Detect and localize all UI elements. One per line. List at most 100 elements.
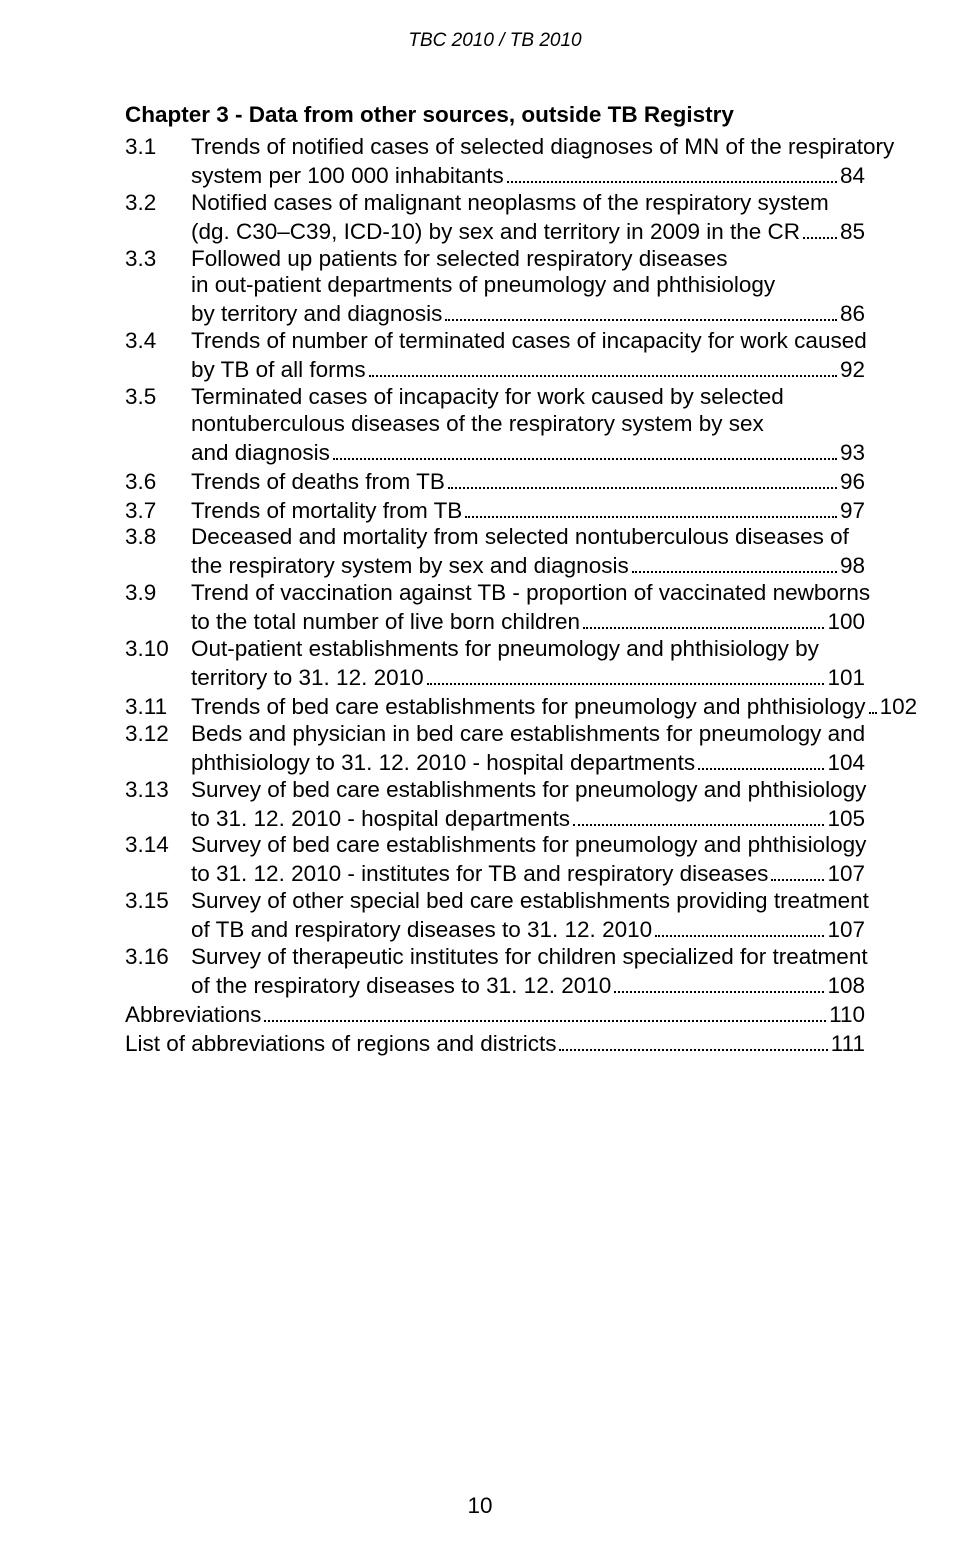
toc-entry: 3.8Deceased and mortality from selected …: [125, 524, 865, 580]
toc-entry-text: Survey of bed care establishments for pn…: [191, 777, 866, 804]
toc-entry-number: 3.16: [125, 944, 191, 971]
toc-entry-text: territory to 31. 12. 2010: [191, 665, 424, 692]
toc-entry-text: to 31. 12. 2010 - hospital departments: [191, 806, 570, 833]
toc-entry-text: phthisiology to 31. 12. 2010 - hospital …: [191, 750, 695, 777]
toc-leader-dots: [448, 466, 837, 488]
toc-entry-page: 98: [840, 553, 865, 580]
toc-entry-line: Trends of number of terminated cases of …: [191, 328, 865, 355]
toc-entry-line: Followed up patients for selected respir…: [191, 246, 865, 273]
toc-entry-line: by TB of all forms92: [191, 355, 865, 384]
toc-entry-number: 3.6: [125, 469, 191, 496]
toc-entry-line: the respiratory system by sex and diagno…: [191, 551, 865, 580]
toc-entry-body: List of abbreviations of regions and dis…: [125, 1029, 865, 1058]
toc-entry-body: Trend of vaccination against TB - propor…: [191, 580, 865, 636]
toc-entry-line: in out-patient departments of pneumology…: [191, 272, 865, 299]
toc-entry-page: 105: [827, 806, 865, 833]
table-of-contents: 3.1Trends of notified cases of selected …: [125, 134, 865, 1058]
toc-entry-line: territory to 31. 12. 2010 101: [191, 663, 865, 692]
toc-entry-page: 85: [840, 219, 865, 246]
toc-entry-body: Survey of other special bed care establi…: [191, 888, 865, 944]
toc-entry-line: of TB and respiratory diseases to 31. 12…: [191, 915, 865, 944]
toc-entry-number: 3.10: [125, 636, 191, 663]
toc-entry-line: of the respiratory diseases to 31. 12. 2…: [191, 971, 865, 1000]
toc-entry-line: List of abbreviations of regions and dis…: [125, 1029, 865, 1058]
toc-entry-text: and diagnosis: [191, 440, 330, 467]
toc-entry-line: system per 100 000 inhabitants 84: [191, 161, 865, 190]
toc-entry-text: Out-patient establishments for pneumolog…: [191, 636, 819, 663]
toc-entry-line: Beds and physician in bed care establish…: [191, 721, 865, 748]
toc-leader-dots: [573, 803, 824, 825]
toc-entry-page: 104: [827, 750, 865, 777]
toc-entry-text: to 31. 12. 2010 - institutes for TB and …: [191, 861, 768, 888]
toc-entry-number: 3.8: [125, 524, 191, 551]
toc-entry-text: by territory and diagnosis: [191, 301, 442, 328]
toc-entry-line: to the total number of live born childre…: [191, 607, 865, 636]
toc-entry-page: 84: [840, 163, 865, 190]
toc-entry: 3.10Out-patient establishments for pneum…: [125, 636, 865, 692]
toc-entry-page: 101: [827, 665, 865, 692]
toc-entry-line: Trends of mortality from TB97: [191, 495, 865, 524]
toc-entry-line: to 31. 12. 2010 - institutes for TB and …: [191, 859, 865, 888]
toc-entry-body: Beds and physician in bed care establish…: [191, 721, 865, 777]
toc-leader-dots: [559, 1029, 827, 1051]
toc-entry: 3.12Beds and physician in bed care estab…: [125, 721, 865, 777]
toc-entry-number: 3.9: [125, 580, 191, 607]
toc-entry-page: 102: [880, 694, 918, 721]
toc-entry-line: Trends of notified cases of selected dia…: [191, 134, 865, 161]
toc-entry-line: Out-patient establishments for pneumolog…: [191, 636, 865, 663]
toc-entry-page: 97: [840, 498, 865, 525]
toc-entry: 3.9Trend of vaccination against TB - pro…: [125, 580, 865, 636]
toc-entry-body: Trends of deaths from TB96: [191, 466, 865, 495]
toc-entry-number: 3.3: [125, 246, 191, 273]
toc-entry-number: 3.13: [125, 777, 191, 804]
toc-entry-text: Deceased and mortality from selected non…: [191, 524, 849, 551]
toc-entry: 3.16Survey of therapeutic institutes for…: [125, 944, 865, 1000]
toc-entry-text: Followed up patients for selected respir…: [191, 246, 728, 273]
toc-entry-text: system per 100 000 inhabitants: [191, 163, 504, 190]
toc-entry-body: Followed up patients for selected respir…: [191, 246, 865, 329]
toc-entry-line: to 31. 12. 2010 - hospital departments 10…: [191, 803, 865, 832]
toc-leader-dots: [632, 551, 837, 573]
toc-entry-body: Survey of therapeutic institutes for chi…: [191, 944, 865, 1000]
toc-entry-line: Trends of bed care establishments for pn…: [191, 692, 865, 721]
toc-entry-body: Survey of bed care establishments for pn…: [191, 777, 865, 833]
toc-entry-text: Terminated cases of incapacity for work …: [191, 384, 784, 411]
toc-entry-text: the respiratory system by sex and diagno…: [191, 553, 629, 580]
toc-entry-text: in out-patient departments of pneumology…: [191, 272, 775, 299]
toc-leader-dots: [369, 355, 837, 377]
toc-entry-number: 3.7: [125, 498, 191, 525]
toc-entry-body: Trends of notified cases of selected dia…: [191, 134, 865, 190]
toc-entry-line: phthisiology to 31. 12. 2010 - hospital …: [191, 748, 865, 777]
toc-entry-line: Survey of bed care establishments for pn…: [191, 777, 865, 804]
toc-entry-text: Survey of other special bed care establi…: [191, 888, 869, 915]
toc-leader-dots: [427, 663, 825, 685]
toc-entry-text: (dg. C30–C39, ICD-10) by sex and territo…: [191, 219, 800, 246]
toc-entry-body: Notified cases of malignant neoplasms of…: [191, 190, 865, 246]
toc-entry-line: nontuberculous diseases of the respirato…: [191, 411, 865, 438]
toc-entry: 3.15Survey of other special bed care est…: [125, 888, 865, 944]
toc-entry-body: Trends of number of terminated cases of …: [191, 328, 865, 384]
toc-entry-text: of the respiratory diseases to 31. 12. 2…: [191, 973, 611, 1000]
toc-leader-dots: [465, 495, 837, 517]
toc-entry-text: Trends of deaths from TB: [191, 469, 445, 496]
toc-entry-line: (dg. C30–C39, ICD-10) by sex and territo…: [191, 217, 865, 246]
toc-entry-body: Deceased and mortality from selected non…: [191, 524, 865, 580]
toc-entry-body: Abbreviations 110: [125, 1000, 865, 1029]
toc-entry-line: Deceased and mortality from selected non…: [191, 524, 865, 551]
toc-entry-line: Survey of other special bed care establi…: [191, 888, 865, 915]
toc-entry-page: 100: [827, 609, 865, 636]
toc-entry-text: Survey of bed care establishments for pn…: [191, 832, 866, 859]
toc-entry-number: 3.1: [125, 134, 191, 161]
toc-entry-page: 110: [829, 1002, 865, 1029]
toc-entry-number: 3.4: [125, 328, 191, 355]
toc-entry-text: Abbreviations: [125, 1002, 261, 1029]
toc-entry-line: by territory and diagnosis86: [191, 299, 865, 328]
toc-leader-dots: [583, 607, 824, 629]
toc-entry-text: by TB of all forms: [191, 357, 366, 384]
toc-entry: 3.13Survey of bed care establishments fo…: [125, 777, 865, 833]
toc-entry: 3.7Trends of mortality from TB97: [125, 495, 865, 524]
page-number: 10: [0, 1493, 960, 1519]
toc-entry: 3.14Survey of bed care establishments fo…: [125, 832, 865, 888]
toc-entry-page: 107: [827, 861, 865, 888]
toc-entry-text: to the total number of live born childre…: [191, 609, 580, 636]
